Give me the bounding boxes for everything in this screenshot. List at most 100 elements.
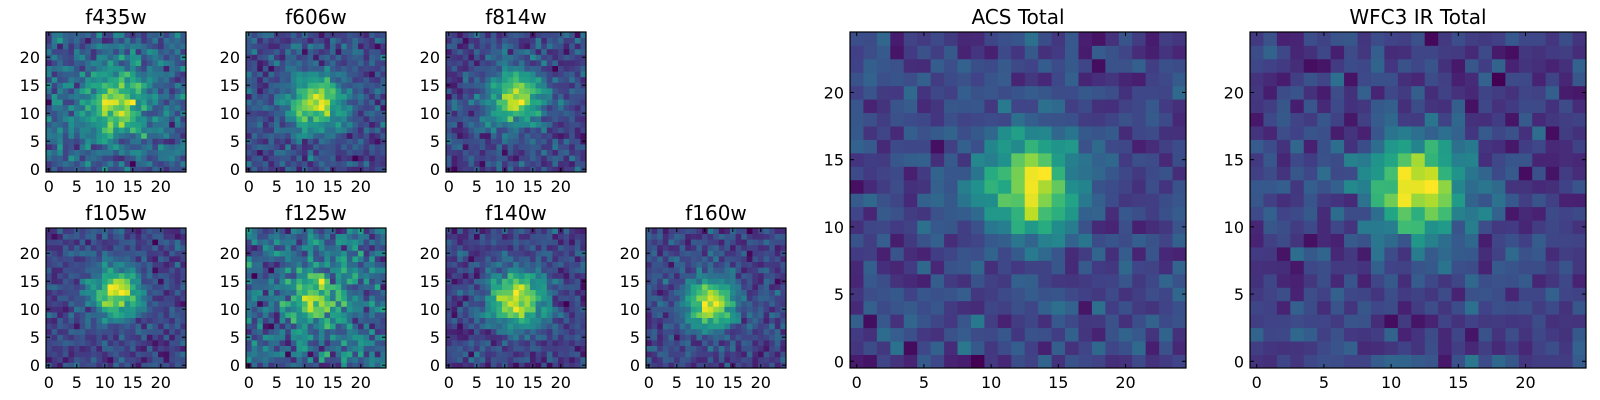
- heatmap-cell: [358, 323, 364, 330]
- heatmap-cell: [169, 71, 176, 78]
- heatmap-cell: [180, 345, 187, 352]
- heatmap-cell: [769, 272, 776, 279]
- heatmap-cell: [169, 144, 176, 150]
- heatmap-cell: [369, 244, 376, 251]
- heatmap-cell: [574, 32, 581, 38]
- heatmap-cell: [374, 312, 381, 318]
- heatmap-cell: [563, 289, 570, 296]
- heatmap-cell: [274, 312, 280, 318]
- heatmap-cell: [268, 345, 275, 352]
- heatmap-cell: [363, 250, 370, 257]
- heatmap-cell: [552, 334, 559, 341]
- heatmap-cell: [1091, 314, 1106, 329]
- heatmap-cell: [346, 272, 353, 279]
- heatmap-cell: [135, 60, 142, 66]
- heatmap-cell: [57, 32, 64, 38]
- heatmap-cell: [296, 110, 303, 117]
- heatmap-cell: [496, 300, 503, 307]
- heatmap-cell: [335, 345, 342, 352]
- heatmap-cell: [457, 289, 464, 296]
- heatmap-cell: [1078, 220, 1093, 234]
- heatmap-cell: [552, 239, 559, 246]
- heatmap-cell: [752, 295, 759, 302]
- heatmap-cell: [130, 261, 136, 268]
- heatmap-cell: [163, 340, 170, 346]
- heatmap-cell: [358, 328, 364, 335]
- heatmap-cell: [552, 267, 559, 274]
- heatmap-cell: [490, 278, 497, 285]
- heatmap-cell: [735, 312, 742, 318]
- heatmap-cell: [662, 250, 669, 257]
- heatmap-cell: [502, 76, 508, 83]
- heatmap-cell: [685, 244, 692, 251]
- heatmap-cell: [679, 239, 686, 246]
- heatmap-cell: [152, 166, 159, 173]
- heatmap-cell: [513, 306, 520, 313]
- heatmap-cell: [152, 306, 159, 313]
- heatmap-cell: [124, 76, 131, 83]
- heatmap-cell: [313, 32, 320, 38]
- heatmap-cell: [79, 110, 86, 117]
- heatmap-cell: [274, 250, 280, 257]
- heatmap-cell: [85, 54, 92, 61]
- heatmap-cell: [163, 127, 170, 134]
- heatmap-cell: [130, 356, 136, 363]
- heatmap-cell: [496, 149, 503, 156]
- heatmap-cell: [903, 260, 918, 275]
- heatmap-cell: [569, 43, 576, 50]
- heatmap-cell: [279, 351, 286, 358]
- heatmap-cell: [1105, 314, 1120, 329]
- heatmap-cell: [96, 160, 103, 167]
- heatmap-cell: [446, 328, 452, 335]
- heatmap-cell: [763, 267, 770, 274]
- heatmap-cell: [174, 272, 181, 279]
- heatmap-cell: [130, 284, 136, 290]
- heatmap-cell: [46, 93, 52, 100]
- heatmap-cell: [763, 250, 770, 257]
- heatmap-cell: [546, 278, 553, 285]
- heatmap-cell: [307, 356, 314, 363]
- heatmap-cell: [163, 155, 170, 162]
- heatmap-cell: [262, 104, 269, 111]
- heatmap-cell: [369, 88, 376, 94]
- heatmap-cell: [1011, 166, 1026, 181]
- heatmap-cell: [451, 300, 458, 307]
- heatmap-cell: [380, 71, 387, 78]
- heatmap-cell: [180, 261, 187, 268]
- heatmap-cell: [735, 351, 742, 358]
- heatmap-cell: [90, 127, 97, 134]
- heatmap-cell: [569, 334, 576, 341]
- heatmap-cell: [262, 99, 269, 106]
- heatmap-cell: [113, 356, 120, 363]
- heatmap-cell: [917, 287, 932, 302]
- heatmap-cell: [558, 300, 564, 307]
- heatmap-cell: [558, 160, 564, 167]
- heatmap-cell: [1091, 354, 1106, 369]
- heatmap-cell: [774, 362, 781, 369]
- heatmap-cell: [380, 93, 387, 100]
- heatmap-cell: [330, 351, 336, 358]
- heatmap-cell: [690, 272, 697, 279]
- heatmap-cell: [330, 306, 336, 313]
- heatmap-cell: [107, 340, 114, 346]
- heatmap-cell: [735, 267, 742, 274]
- heatmap-cell: [180, 272, 187, 279]
- heatmap-cell: [257, 345, 264, 352]
- heatmap-cell: [468, 65, 475, 72]
- heatmap-cell: [513, 166, 520, 173]
- heatmap-cell: [718, 295, 725, 302]
- heatmap-cell: [152, 65, 159, 72]
- heatmap-cell: [74, 54, 80, 61]
- heatmap-cell: [496, 160, 503, 167]
- heatmap-cell: [118, 71, 125, 78]
- heatmap-cell: [146, 144, 153, 150]
- heatmap-cell: [930, 233, 945, 248]
- heatmap-cell: [657, 250, 664, 257]
- heatmap-cell: [251, 132, 258, 139]
- heatmap-cell: [451, 284, 458, 290]
- heatmap-cell: [890, 166, 905, 181]
- heatmap-cell: [490, 300, 497, 307]
- heatmap-cell: [563, 155, 570, 162]
- heatmap-cell: [674, 334, 680, 341]
- heatmap-cell: [546, 43, 553, 50]
